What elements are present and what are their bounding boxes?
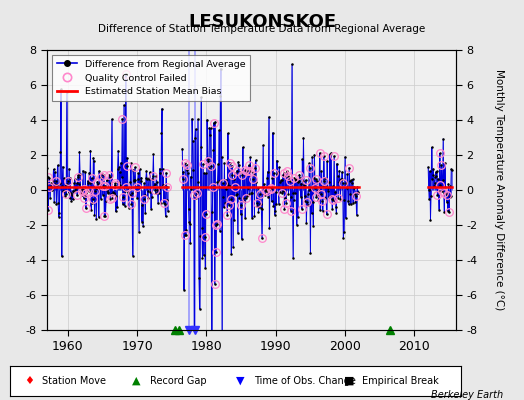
Text: Empirical Break: Empirical Break bbox=[362, 376, 439, 386]
Legend: Difference from Regional Average, Quality Control Failed, Estimated Station Mean: Difference from Regional Average, Qualit… bbox=[52, 55, 250, 101]
Text: Station Move: Station Move bbox=[42, 376, 106, 386]
Y-axis label: Monthly Temperature Anomaly Difference (°C): Monthly Temperature Anomaly Difference (… bbox=[494, 69, 504, 311]
Text: ▼: ▼ bbox=[236, 376, 244, 386]
Text: LESUKONSKOE: LESUKONSKOE bbox=[188, 13, 336, 31]
Text: Difference of Station Temperature Data from Regional Average: Difference of Station Temperature Data f… bbox=[99, 24, 425, 34]
Text: Berkeley Earth: Berkeley Earth bbox=[431, 390, 503, 400]
Text: Time of Obs. Change: Time of Obs. Change bbox=[254, 376, 356, 386]
Text: ▲: ▲ bbox=[132, 376, 140, 386]
Text: Record Gap: Record Gap bbox=[150, 376, 207, 386]
Text: ♦: ♦ bbox=[24, 376, 34, 386]
Text: ■: ■ bbox=[344, 376, 354, 386]
